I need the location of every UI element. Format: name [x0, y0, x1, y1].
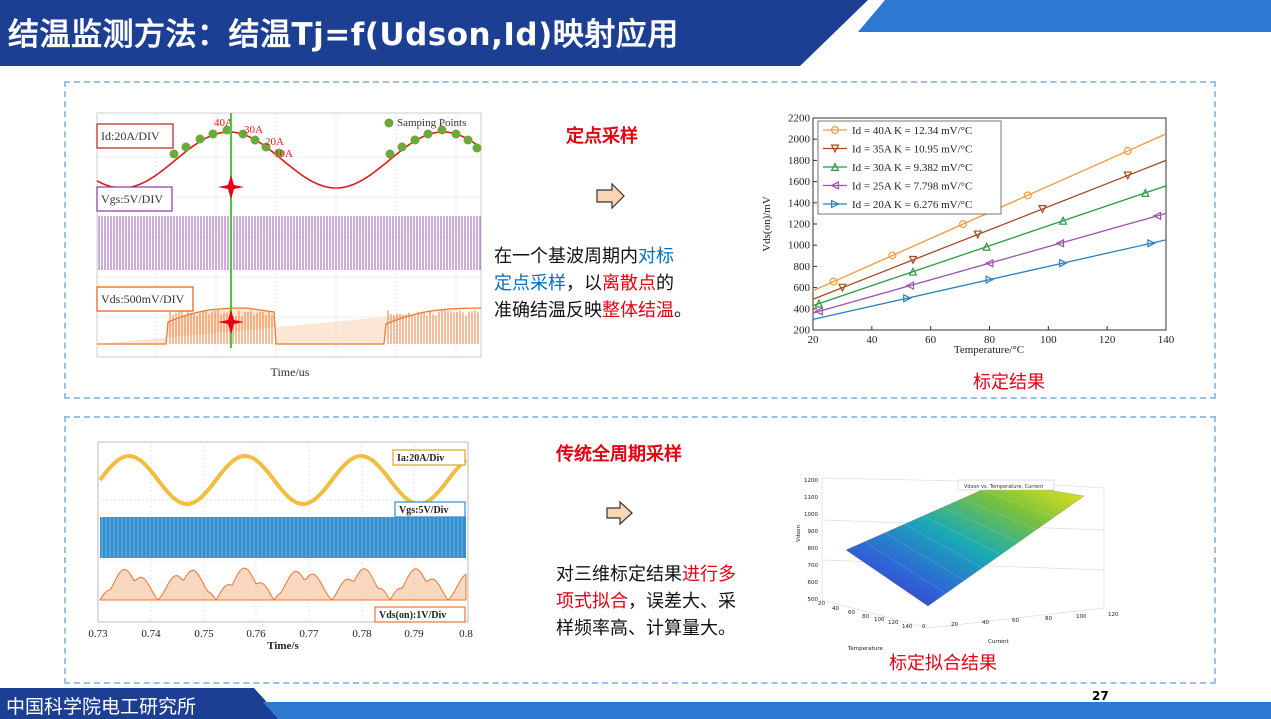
current-tick: 60 [1012, 618, 1019, 624]
sampling-point [251, 136, 260, 145]
annotation-30a: 30A [244, 124, 263, 136]
x-tick-label: 20 [808, 334, 820, 346]
sampling-point [473, 144, 482, 153]
y-tick-label: 2200 [788, 113, 811, 125]
z-tick: 1000 [804, 512, 818, 518]
annotation-10a: 10A [274, 148, 293, 160]
full-cycle-waveform: Ia:20A/Div Vgs:5V/Div Vds(on):1V/Div 0.7… [86, 440, 474, 652]
full-cycle-sampling-title: 传统全周期采样 [556, 440, 682, 466]
sampling-point [398, 143, 407, 152]
current-axis-label: Current [988, 639, 1010, 645]
y-tick-label: 800 [794, 261, 811, 273]
z-tick: 900 [808, 529, 819, 535]
z-tick: 700 [808, 563, 819, 569]
current-tick: 40 [982, 620, 989, 626]
current-tick: 100 [1076, 614, 1087, 620]
x-tick: 0.77 [299, 628, 319, 640]
sampling-point [452, 130, 461, 139]
sampling-point [386, 150, 395, 159]
y-tick-label: 400 [794, 303, 811, 315]
x-tick-label: 140 [1158, 334, 1175, 346]
temp-tick: 40 [832, 606, 839, 612]
fixed-point-description: 在一个基波周期内对标 定点采样，以离散点的 准确结温反映整体结温。 [494, 243, 692, 324]
vgs-scale-label: Vgs:5V/Div [399, 505, 448, 516]
temp-tick: 80 [862, 614, 869, 620]
sampling-point [182, 143, 191, 152]
y-tick-label: 1000 [788, 240, 811, 252]
temp-tick: 60 [848, 610, 855, 616]
sampling-point [196, 135, 205, 144]
sampling-point [209, 130, 218, 139]
temp-tick: 20 [818, 601, 825, 607]
z-tick: 800 [808, 546, 819, 552]
x-tick: 0.74 [141, 628, 161, 640]
current-tick: 120 [1108, 612, 1119, 618]
fit-result-caption: 标定拟合结果 [889, 649, 997, 675]
fitted-surface [846, 482, 1084, 606]
x-tick: 0.73 [88, 628, 108, 640]
waveform-xlabel: Time/s [267, 640, 299, 652]
surface-fit-plot: Vdson vs. Temperature, Current 1200 1100… [788, 470, 1126, 654]
temp-tick: 100 [874, 617, 885, 623]
calibration-result-caption: 标定结果 [973, 368, 1045, 394]
x-tick-label: 60 [925, 334, 937, 346]
y-tick-label: 600 [794, 282, 811, 294]
chart-ylabel: Vds(on)/mV [761, 196, 773, 252]
z-tick: 600 [808, 580, 819, 586]
x-tick-label: 40 [866, 334, 878, 346]
waveform-xlabel: Time/us [271, 365, 310, 379]
right-arrow-icon [606, 500, 634, 526]
page-number: 27 [1092, 689, 1109, 703]
fixed-point-sampling-title: 定点采样 [566, 122, 638, 148]
full-cycle-description: 对三维标定结果进行多 项式拟合，误差大、采 样频率高、计算量大。 [556, 561, 736, 642]
y-tick-label: 1800 [788, 155, 811, 167]
vgs-scale-label: Vgs:5V/DIV [101, 192, 163, 206]
x-tick: 0.75 [194, 628, 214, 640]
vds-scale-label: Vds:500mV/DIV [101, 292, 185, 306]
sampling-point [464, 136, 473, 145]
current-tick: 20 [951, 622, 958, 628]
temperature-axis-label: Temperature [847, 646, 883, 652]
temp-tick: 120 [888, 620, 899, 626]
chart-xlabel: Temperature/°C [954, 344, 1024, 356]
x-tick: 0.8 [459, 628, 473, 640]
y-tick-label: 1600 [788, 176, 811, 188]
x-tick: 0.76 [246, 628, 266, 640]
sampling-point [424, 130, 433, 139]
sampling-legend: Samping Points [397, 117, 466, 129]
z-tick: 500 [808, 597, 819, 603]
x-tick-label: 120 [1099, 334, 1116, 346]
sampling-point [411, 136, 420, 145]
surface-legend: Vdson vs. Temperature, Current [964, 484, 1043, 490]
y-tick-label: 1400 [788, 197, 811, 209]
sampling-point [170, 150, 179, 159]
legend-marker [385, 119, 394, 128]
x-tick-label: 100 [1040, 334, 1057, 346]
z-tick: 1100 [804, 495, 818, 501]
id-scale-label: Id:20A/DIV [101, 129, 160, 143]
z-tick: 1200 [804, 478, 818, 484]
legend-entry: Id = 40A K = 12.34 mV/°C [852, 125, 972, 137]
annotation-20a: 20A [265, 136, 284, 148]
y-tick-label: 1200 [788, 219, 811, 231]
ia-scale-label: Ia:20A/Div [397, 453, 444, 464]
gate-voltage-band [100, 517, 466, 558]
current-tick: 80 [1045, 616, 1052, 622]
x-tick: 0.79 [404, 628, 424, 640]
legend-entry: Id = 25A K = 7.798 mV/°C [852, 181, 972, 193]
organization-name: 中国科学院电工研究所 [6, 692, 196, 719]
fixed-point-waveform: Samping Points 40A 30A 20A 10A Id:20A/DI… [96, 112, 484, 384]
z-axis-label: Vdson [796, 525, 802, 542]
page-title: 结温监测方法：结温Tj=f(Udson,Id)映射应用 [8, 9, 679, 54]
vds-scale-label: Vds(on):1V/Div [379, 610, 446, 621]
current-tick: 0 [922, 624, 926, 630]
legend-entry: Id = 20A K = 6.276 mV/°C [852, 199, 972, 211]
y-tick-label: 2000 [788, 134, 811, 146]
legend-entry: Id = 35A K = 10.95 mV/°C [852, 144, 972, 156]
x-tick: 0.78 [352, 628, 372, 640]
calibration-chart: 200 400 600 800 1000 1200 1400 1600 1800 2000 2200… [758, 110, 1176, 360]
legend-entry: Id = 30A K = 9.382 mV/°C [852, 162, 972, 174]
right-arrow-icon [596, 182, 626, 210]
temp-tick: 140 [902, 624, 913, 630]
